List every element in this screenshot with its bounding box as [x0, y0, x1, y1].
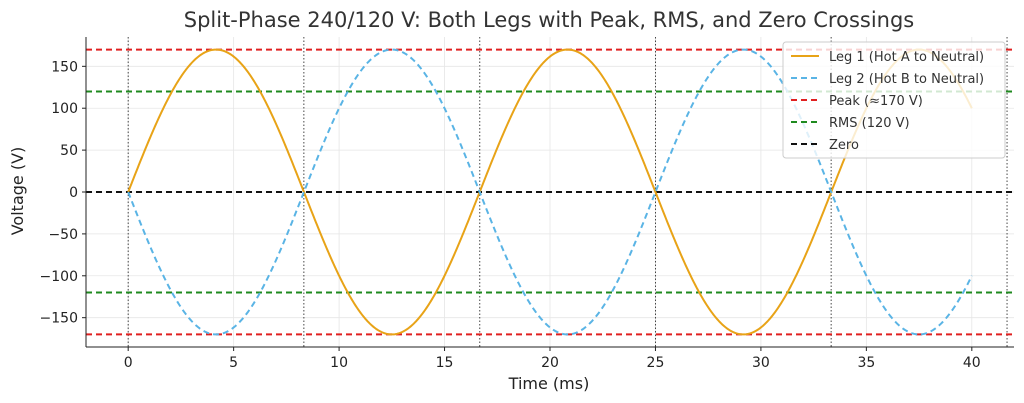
axes [82, 37, 1014, 351]
y-tick-label: −100 [40, 269, 78, 285]
y-tick-label: 150 [51, 59, 78, 75]
x-tick-label: 35 [857, 355, 875, 371]
x-tick-label: 10 [330, 355, 348, 371]
x-tick-label: 25 [647, 355, 665, 371]
x-tick-label: 15 [436, 355, 454, 371]
x-axis-title: Time (ms) [508, 374, 590, 393]
legend-label: RMS (120 V) [829, 116, 910, 131]
y-tick-label: 50 [60, 143, 78, 159]
y-axis-title: Voltage (V) [8, 147, 27, 236]
legend-label: Leg 2 (Hot B to Neutral) [829, 72, 984, 87]
tick-labels: 0 5 10 15 20 25 30 35 40 −150 −100 −50 0 50 100 150 [40, 59, 981, 371]
y-tick-label: −150 [40, 311, 78, 327]
x-tick-label: 30 [752, 355, 770, 371]
x-tick-label: 0 [124, 355, 133, 371]
x-tick-label: 40 [963, 355, 981, 371]
y-tick-label: 100 [51, 101, 78, 117]
y-tick-label: −50 [48, 227, 78, 243]
x-tick-label: 5 [229, 355, 238, 371]
legend: Leg 1 (Hot A to Neutral) Leg 2 (Hot B to … [782, 41, 1006, 159]
series-lines [127, 48, 973, 336]
series-line [127, 48, 973, 336]
legend-label: Leg 1 (Hot A to Neutral) [829, 50, 984, 65]
y-tick-label: 0 [69, 185, 78, 201]
legend-label: Peak (≈170 V) [829, 94, 923, 109]
legend-box [782, 41, 1006, 159]
legend-label: Zero [829, 138, 859, 153]
chart-title: Split-Phase 240/120 V: Both Legs with Pe… [184, 8, 915, 32]
x-tick-label: 20 [541, 355, 559, 371]
